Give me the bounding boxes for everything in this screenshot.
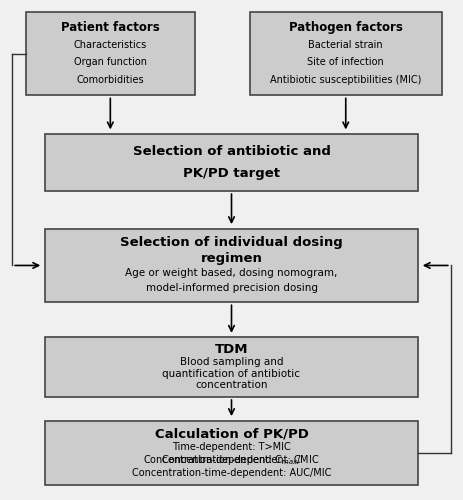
Text: Time-dependent: T>MIC: Time-dependent: T>MIC [172, 442, 291, 452]
Text: Selection of antibiotic and: Selection of antibiotic and [132, 145, 331, 158]
Text: Antibiotic susceptibilities (MIC): Antibiotic susceptibilities (MIC) [270, 75, 421, 85]
Text: Bacterial strain: Bacterial strain [308, 40, 383, 50]
Text: TDM: TDM [215, 344, 248, 356]
FancyBboxPatch shape [44, 420, 419, 486]
Text: model-informed precision dosing: model-informed precision dosing [145, 284, 318, 294]
FancyBboxPatch shape [44, 228, 419, 302]
FancyBboxPatch shape [44, 338, 419, 397]
Text: Concentration-dependent: C$_{max}$/MIC: Concentration-dependent: C$_{max}$/MIC [143, 453, 320, 467]
Text: Pathogen factors: Pathogen factors [289, 21, 403, 34]
Text: PK/PD target: PK/PD target [183, 166, 280, 179]
Text: Organ function: Organ function [74, 58, 147, 68]
FancyBboxPatch shape [26, 12, 194, 96]
FancyBboxPatch shape [250, 12, 442, 96]
Text: Characteristics: Characteristics [74, 40, 147, 50]
Text: quantification of antibiotic: quantification of antibiotic [163, 368, 300, 378]
Text: regimen: regimen [200, 252, 263, 264]
Text: Comorbidities: Comorbidities [76, 75, 144, 85]
Text: Patient factors: Patient factors [61, 21, 160, 34]
Text: Concentration-time-dependent: AUC/MIC: Concentration-time-dependent: AUC/MIC [132, 468, 331, 478]
Text: Selection of individual dosing: Selection of individual dosing [120, 236, 343, 250]
Text: concentration: concentration [195, 380, 268, 390]
Text: Concentration-dependent: C: Concentration-dependent: C [162, 455, 301, 465]
Text: Calculation of PK/PD: Calculation of PK/PD [155, 427, 308, 440]
Text: Site of infection: Site of infection [307, 58, 384, 68]
Text: Blood sampling and: Blood sampling and [180, 356, 283, 366]
FancyBboxPatch shape [44, 134, 419, 191]
Text: Age or weight based, dosing nomogram,: Age or weight based, dosing nomogram, [125, 268, 338, 278]
